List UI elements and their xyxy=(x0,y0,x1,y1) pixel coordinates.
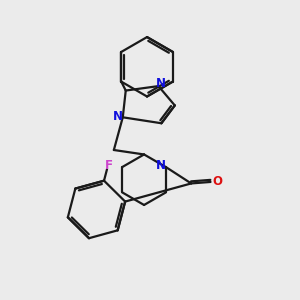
Text: N: N xyxy=(156,159,166,172)
Text: O: O xyxy=(212,176,222,188)
Text: N: N xyxy=(112,110,122,123)
Text: F: F xyxy=(105,159,113,172)
Text: N: N xyxy=(156,76,166,90)
